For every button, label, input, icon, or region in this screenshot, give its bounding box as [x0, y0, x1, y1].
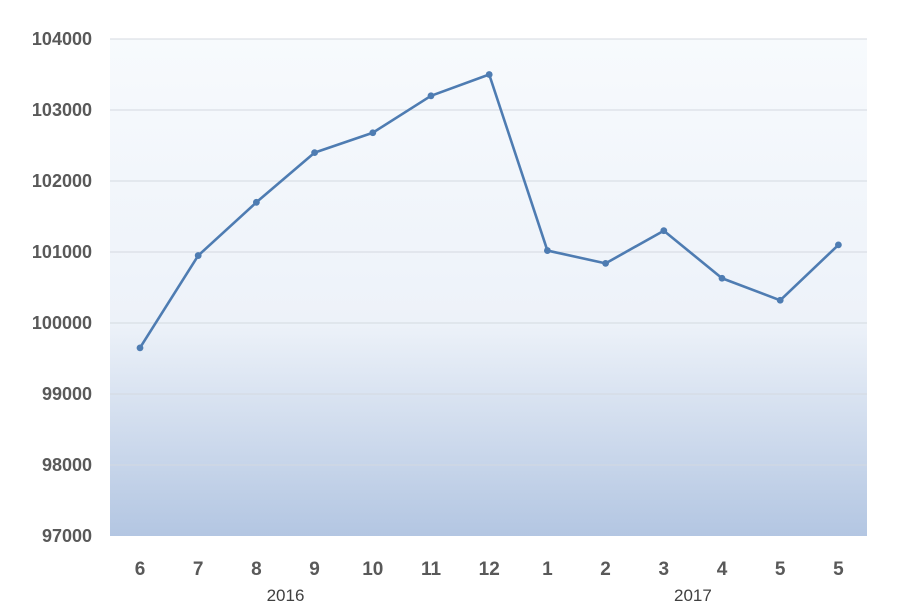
year-label: 2017	[674, 586, 712, 605]
data-point	[602, 259, 609, 267]
x-tick-label: 5	[833, 559, 844, 580]
y-tick-label: 97000	[42, 526, 92, 546]
data-point	[194, 252, 202, 259]
gridlines	[110, 38, 867, 466]
plot-area	[110, 39, 867, 536]
data-point	[718, 274, 726, 282]
data-point	[835, 241, 842, 249]
data-point	[253, 198, 260, 206]
y-tick-label: 100000	[32, 313, 92, 333]
year-labels: 2016 2017	[267, 586, 712, 605]
x-tick-label: 5	[775, 559, 786, 580]
data-point	[485, 71, 493, 78]
data-point	[369, 129, 377, 137]
year-label: 2016	[267, 586, 305, 605]
x-tick-label: 4	[717, 559, 728, 580]
y-tick-label: 99000	[42, 384, 92, 404]
x-tick-label: 8	[251, 559, 262, 580]
data-point	[427, 92, 435, 100]
y-axis-ticks: 104000 103000 102000 101000 100000 99000 98000…	[32, 29, 92, 546]
x-tick-label: 12	[479, 559, 500, 580]
x-axis-ticks: 6 7 8 9 10 11 12 1 2 3 4 5 5	[135, 559, 844, 580]
x-tick-label: 2	[600, 559, 611, 580]
y-tick-label: 102000	[32, 171, 92, 191]
x-tick-label: 10	[362, 559, 383, 580]
x-tick-label: 6	[135, 559, 146, 580]
y-tick-label: 98000	[42, 455, 92, 475]
x-tick-label: 7	[193, 559, 204, 580]
data-point	[776, 296, 784, 304]
x-tick-label: 3	[659, 559, 670, 580]
y-tick-label: 104000	[32, 29, 92, 49]
y-tick-label: 103000	[32, 100, 92, 120]
data-point	[544, 247, 551, 254]
series-layer	[136, 71, 842, 352]
x-tick-label: 9	[309, 559, 320, 580]
x-tick-label: 1	[542, 559, 553, 580]
data-point	[311, 149, 318, 157]
data-point	[660, 227, 668, 235]
data-point	[136, 344, 144, 352]
y-tick-label: 101000	[32, 242, 92, 262]
x-tick-label: 11	[421, 559, 442, 580]
